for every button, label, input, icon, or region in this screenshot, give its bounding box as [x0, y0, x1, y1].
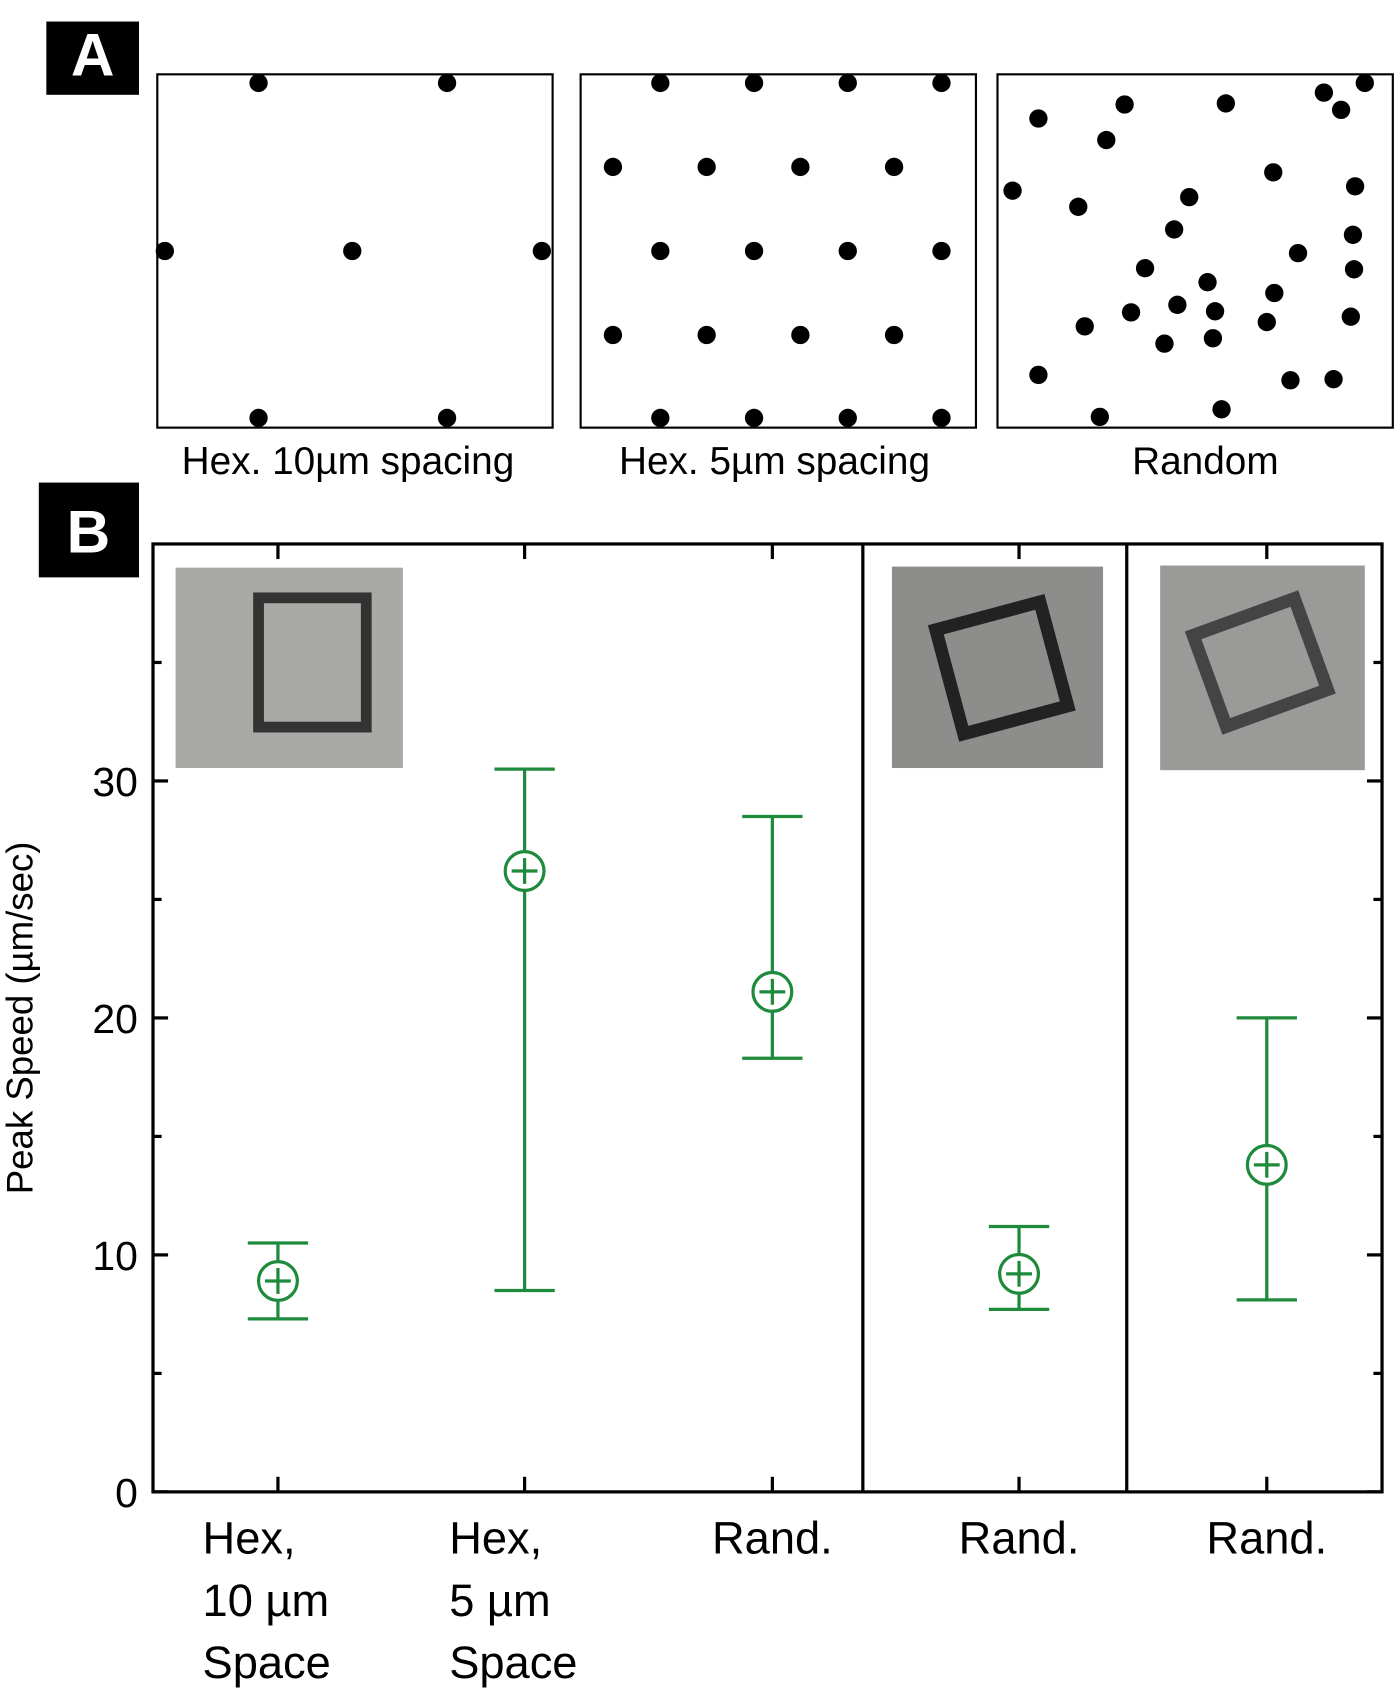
panel-label: B [67, 498, 111, 566]
marker-cross [265, 1268, 291, 1294]
dot [437, 408, 457, 428]
dot [1203, 329, 1223, 348]
dot [1216, 94, 1236, 113]
dot [1344, 260, 1364, 279]
dot [744, 73, 764, 93]
x-tick-label: Rand. [1206, 1512, 1327, 1563]
dot [1164, 220, 1184, 239]
marker-cross [1006, 1260, 1032, 1287]
dot [697, 157, 716, 177]
inset-photo [891, 566, 1104, 769]
dot [1115, 95, 1134, 114]
pattern-caption: Random [1132, 440, 1279, 483]
dot [1264, 163, 1283, 182]
x-tick-label: Hex, [203, 1512, 296, 1563]
dot [1314, 83, 1334, 102]
dot [343, 241, 362, 261]
x-tick-label: 5 µm [449, 1575, 550, 1626]
dot [651, 73, 670, 93]
dot [532, 241, 552, 261]
dot [932, 408, 951, 428]
dot [1180, 187, 1199, 207]
pattern-caption: Hex. 5µm spacing [619, 440, 930, 483]
marker-cross [1253, 1151, 1280, 1178]
inset-shape [1184, 590, 1336, 735]
dot [1345, 177, 1365, 196]
pattern-boxes [156, 73, 1394, 429]
dot [697, 325, 716, 345]
dot [932, 241, 951, 261]
dot [249, 408, 268, 428]
y-tick-label: 20 [92, 996, 138, 1042]
dot [744, 241, 764, 261]
dot [1265, 283, 1284, 303]
dot [838, 241, 857, 261]
dot [1205, 302, 1225, 321]
dot [1003, 181, 1022, 200]
dot [884, 157, 904, 177]
x-tick-label: Hex, [449, 1512, 542, 1563]
marker-cross [511, 858, 538, 884]
x-tick-label: Space [203, 1637, 331, 1688]
dot [1343, 225, 1363, 244]
pattern-dots [155, 73, 1374, 428]
dot [437, 73, 457, 93]
dot [1198, 273, 1217, 292]
panel-label: A [71, 20, 115, 88]
dot [1288, 243, 1308, 263]
dot [155, 241, 174, 261]
y-tick-label: 0 [115, 1470, 138, 1516]
pattern-caption: Hex. 10µm spacing [182, 440, 515, 483]
dot [1355, 73, 1374, 93]
dot [1135, 259, 1155, 278]
insets [175, 565, 1365, 771]
x-tick-label: Rand. [959, 1512, 1080, 1563]
dot [1155, 334, 1174, 353]
dot [791, 157, 810, 177]
inset-photo [1160, 565, 1365, 771]
inset-shape [253, 592, 372, 733]
y-tick-label: 30 [92, 759, 138, 805]
dot [1097, 130, 1116, 150]
dot [1281, 371, 1300, 390]
dot [1121, 303, 1141, 322]
dot [603, 325, 623, 345]
dot [932, 73, 951, 93]
dot [884, 325, 904, 345]
dot [1257, 312, 1276, 332]
dot [651, 408, 670, 428]
dot [1168, 295, 1187, 314]
dot [791, 325, 810, 345]
dot [1029, 109, 1048, 128]
dot [651, 241, 670, 261]
x-tick-label: Space [449, 1637, 577, 1688]
dot [1324, 370, 1343, 389]
dot [1090, 407, 1109, 427]
inset-shape [927, 593, 1076, 742]
dot [1341, 307, 1360, 326]
marker-cross [759, 978, 786, 1005]
panel-label-box [46, 21, 139, 95]
dot [603, 157, 623, 177]
dot [838, 73, 857, 93]
dot [1331, 100, 1351, 120]
dot [744, 408, 764, 428]
dot [1075, 317, 1094, 336]
dot [1069, 197, 1088, 216]
y-tick-label: 10 [92, 1233, 138, 1279]
x-tick-label: Rand. [712, 1512, 833, 1563]
x-tick-label: 10 µm [203, 1575, 330, 1626]
panel-label-box [38, 482, 139, 578]
dot [249, 73, 268, 93]
dot [838, 408, 857, 428]
y-axis-label: Peak Speed (µm/sec) [0, 842, 40, 1195]
dot [1029, 365, 1048, 385]
dot [1212, 400, 1231, 419]
